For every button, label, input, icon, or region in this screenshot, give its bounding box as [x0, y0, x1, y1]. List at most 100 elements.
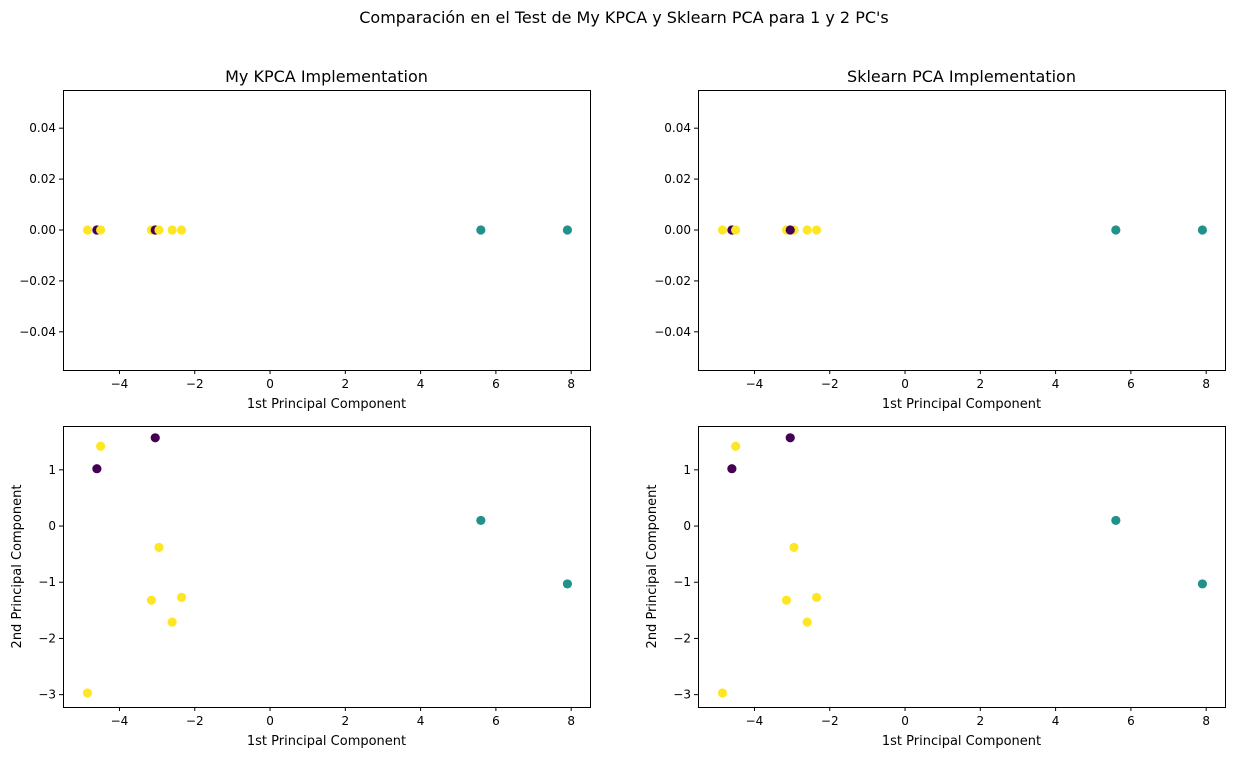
- x-tick-label: 4: [1052, 377, 1060, 391]
- x-tick-label: 6: [1127, 714, 1135, 728]
- x-tick-label: 4: [417, 377, 425, 391]
- scatter-point: [476, 225, 486, 235]
- x-tick-label: 4: [417, 714, 425, 728]
- scatter-point: [562, 225, 573, 235]
- x-tick-label: 0: [266, 714, 274, 728]
- scatter-point: [727, 464, 737, 474]
- subplots-grid: My KPCA Implementation −4 −2 0 2 4 6 8 −0.04 −0.0…: [10, 67, 1226, 749]
- scatter-points: [717, 225, 1208, 235]
- scatter-point: [96, 441, 106, 451]
- x-tick-label: −2: [821, 377, 839, 391]
- y-tick-label: −0.02: [654, 274, 691, 288]
- scatter-point: [717, 688, 728, 698]
- scatter-points: [82, 433, 573, 698]
- y-tick-label: −0.02: [19, 274, 56, 288]
- y-axis-label: 2nd Principal Component: [10, 485, 25, 649]
- scatter-point: [1197, 225, 1208, 235]
- scatter-point: [82, 688, 93, 698]
- subplot-title: Sklearn PCA Implementation: [847, 67, 1076, 86]
- y-tick-label: 0.02: [29, 172, 56, 186]
- subplot-2: Sklearn PCA Implementation −4 −2 0 2 4 6 8 −0.04…: [654, 67, 1226, 412]
- y-tick-label: 0.00: [664, 223, 691, 237]
- subplot-1: My KPCA Implementation −4 −2 0 2 4 6 8 −0.04 −0.0…: [19, 67, 591, 412]
- x-tick-label: 8: [1202, 714, 1210, 728]
- x-tick-label: 8: [567, 714, 575, 728]
- scatter-point: [92, 464, 102, 474]
- x-tick-label: −4: [111, 377, 129, 391]
- y-tick-label: −0.04: [654, 325, 691, 339]
- y-tick-label: −1: [38, 575, 56, 589]
- x-tick-label: 8: [1202, 377, 1210, 391]
- x-tick-label: 6: [492, 377, 500, 391]
- y-tick-label: −1: [673, 575, 691, 589]
- scatter-point: [731, 225, 741, 235]
- y-tick-label: 0.02: [664, 172, 691, 186]
- scatter-points: [82, 225, 573, 235]
- scatter-point: [176, 592, 187, 603]
- scatter-point: [476, 515, 486, 526]
- scatter-point: [731, 441, 741, 451]
- scatter-point: [781, 595, 792, 605]
- x-tick-label: −2: [821, 714, 839, 728]
- subplot-4: −4 −2 0 2 4 6 8 −3 −2 −1 0 1 1st Principal Component…: [645, 426, 1226, 749]
- x-axis-label: 1st Principal Component: [247, 397, 406, 412]
- scatter-point: [167, 225, 177, 235]
- x-axis-label: 1st Principal Component: [247, 734, 406, 749]
- y-tick-label: 0.00: [29, 223, 56, 237]
- scatter-point: [789, 542, 799, 552]
- scatter-point: [802, 617, 812, 627]
- x-tick-label: −4: [746, 714, 764, 728]
- x-tick-label: −4: [746, 377, 764, 391]
- scatter-point: [785, 433, 795, 443]
- scatter-point: [1111, 225, 1121, 235]
- scatter-point: [802, 225, 812, 235]
- y-tick-label: 1: [48, 463, 56, 477]
- y-axis-label: 2nd Principal Component: [645, 485, 660, 649]
- figure-suptitle: Comparación en el Test de My KPCA y Skle…: [359, 8, 889, 27]
- x-tick-label: 2: [977, 377, 985, 391]
- y-tick-label: −3: [673, 688, 691, 702]
- axes-frame: [63, 426, 591, 708]
- y-tick-label: 0.04: [664, 121, 691, 135]
- x-tick-label: −2: [186, 714, 204, 728]
- x-tick-label: 0: [266, 377, 274, 391]
- scatter-point: [1197, 579, 1208, 589]
- scatter-point: [1111, 515, 1121, 526]
- axes-frame: [698, 426, 1226, 708]
- y-tick-label: −0.04: [19, 325, 56, 339]
- x-tick-label: 8: [567, 377, 575, 391]
- scatter-point: [785, 225, 795, 235]
- scatter-point: [82, 225, 93, 235]
- axes-frame: [63, 90, 591, 371]
- x-tick-label: 2: [342, 714, 350, 728]
- x-tick-label: 4: [1052, 714, 1060, 728]
- scatter-point: [167, 617, 177, 627]
- x-tick-label: 2: [977, 714, 985, 728]
- scatter-point: [811, 225, 822, 235]
- scatter-point: [150, 433, 160, 443]
- scatter-point: [176, 225, 187, 235]
- scatter-point: [96, 225, 106, 235]
- axes-frame: [698, 90, 1226, 371]
- y-tick-label: −2: [673, 631, 691, 645]
- y-tick-label: 0.04: [29, 121, 56, 135]
- scatter-points: [717, 433, 1208, 698]
- x-tick-label: 0: [901, 714, 909, 728]
- x-tick-label: 6: [1127, 377, 1135, 391]
- x-tick-label: 2: [342, 377, 350, 391]
- y-tick-label: 0: [683, 519, 691, 533]
- scatter-point: [562, 579, 573, 589]
- scatter-point: [154, 225, 164, 235]
- x-tick-label: −2: [186, 377, 204, 391]
- subplot-title: My KPCA Implementation: [225, 67, 428, 86]
- scatter-point: [717, 225, 728, 235]
- y-tick-label: −3: [38, 688, 56, 702]
- x-axis-label: 1st Principal Component: [882, 397, 1041, 412]
- scatter-point: [146, 595, 157, 605]
- x-tick-label: −4: [111, 714, 129, 728]
- scatter-point: [154, 542, 164, 552]
- scatter-point: [811, 592, 822, 603]
- y-tick-label: 1: [683, 463, 691, 477]
